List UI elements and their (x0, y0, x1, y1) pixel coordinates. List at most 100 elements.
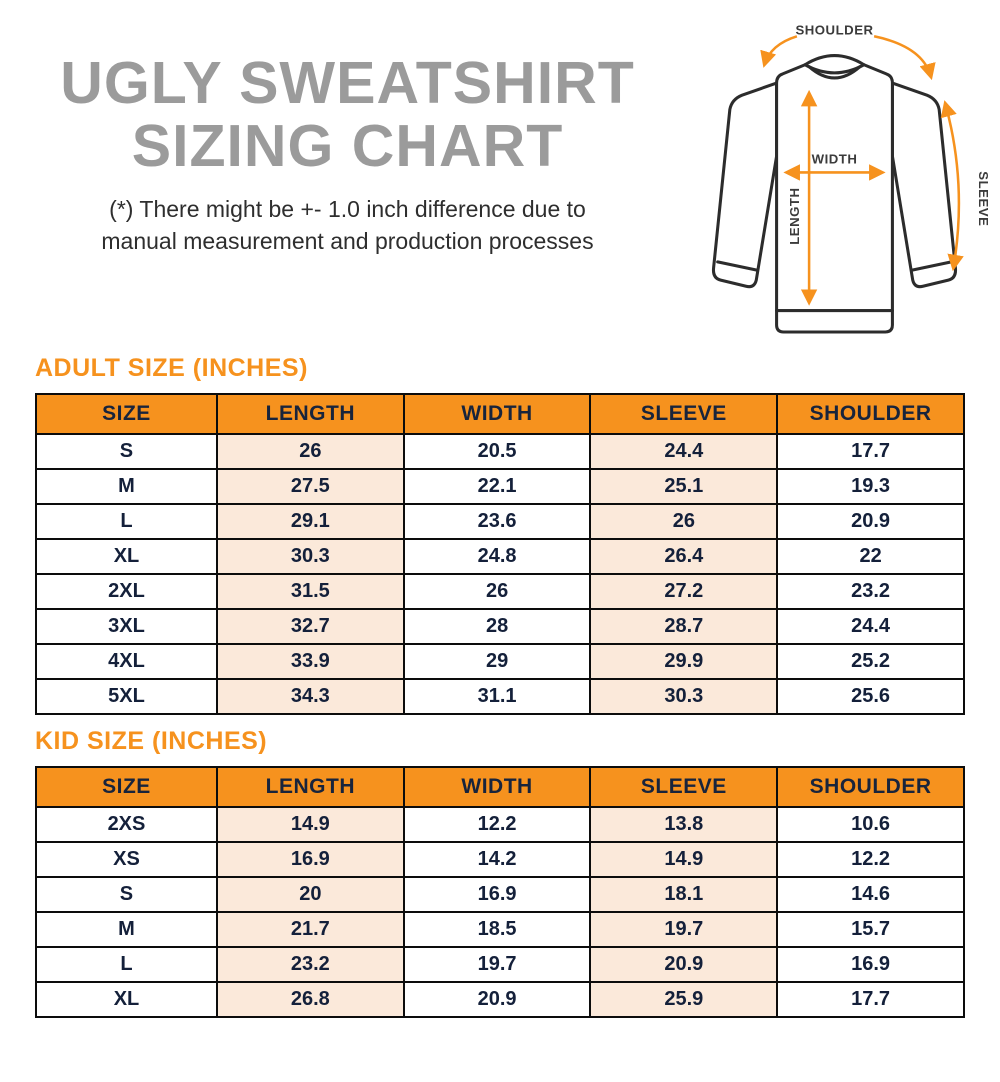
size-label-cell: 3XL (35, 608, 218, 645)
measurement-cell: 26.4 (589, 538, 779, 575)
size-label-cell: XS (35, 841, 218, 878)
measurement-cell: 18.5 (402, 911, 592, 948)
kid-header-row: SIZE LENGTH WIDTH SLEEVE SHOULDER (35, 766, 965, 808)
measurement-cell: 15.7 (776, 911, 965, 948)
size-row-2xl: 2XL 31.5 26 27.2 23.2 (35, 573, 965, 610)
size-label-cell: 2XL (35, 573, 218, 610)
measurement-cell: 26.8 (215, 981, 405, 1018)
measurement-cell: 16.9 (215, 841, 405, 878)
measurement-cell: 25.1 (589, 468, 779, 505)
measurement-cell: 19.7 (589, 911, 779, 948)
size-row-m: M 27.5 22.1 25.1 19.3 (35, 468, 965, 505)
measurement-cell: 12.2 (402, 806, 592, 843)
column-header-shoulder: SHOULDER (776, 393, 965, 435)
size-row-s: S 26 20.5 24.4 17.7 (35, 433, 965, 470)
measurement-cell: 24.4 (589, 433, 779, 470)
measurement-arrows (760, 35, 964, 306)
measurement-cell: 25.2 (776, 643, 965, 680)
shoulder-arrow-right (873, 35, 936, 81)
measurement-cell: 26 (589, 503, 779, 540)
measurement-cell: 23.6 (402, 503, 592, 540)
measurement-cell: 28 (402, 608, 592, 645)
measurement-cell: 22 (776, 538, 965, 575)
measurement-cell: 32.7 (215, 608, 405, 645)
disclaimer: (*) There might be +- 1.0 inch differenc… (18, 193, 677, 257)
kid-size-section: KID SIZE (INCHES) SIZE LENGTH WIDTH SLEEVE S… (35, 727, 965, 1018)
shoulder-label: SHOULDER (795, 22, 873, 37)
size-label-cell: S (35, 876, 218, 913)
measurement-cell: 14.9 (589, 841, 779, 878)
measurement-cell: 18.1 (589, 876, 779, 913)
measurement-cell: 28.7 (589, 608, 779, 645)
left-cuff-line (716, 260, 758, 272)
size-row-xs: XS 16.9 14.2 14.9 12.2 (35, 841, 965, 878)
measurement-cell: 20 (215, 876, 405, 913)
measurement-cell: 14.6 (776, 876, 965, 913)
sweatshirt-outline (711, 54, 958, 334)
size-label-cell: L (35, 946, 218, 983)
size-row-3xl: 3XL 32.7 28 28.7 24.4 (35, 608, 965, 645)
header: UGLY SWEATSHIRT SIZING CHART (*) There m… (0, 12, 1000, 342)
measurement-cell: 26 (402, 573, 592, 610)
measurement-cell: 25.6 (776, 678, 965, 715)
title-line-1: UGLY SWEATSHIRT (60, 50, 635, 116)
column-header-sleeve: SLEEVE (589, 766, 779, 808)
measurement-cell: 34.3 (215, 678, 405, 715)
size-label-cell: 4XL (35, 643, 218, 680)
tables-container: ADULT SIZE (INCHES) SIZE LENGTH WIDTH SLEEV… (0, 354, 1000, 1018)
measurement-cell: 17.7 (776, 981, 965, 1018)
measurement-cell: 31.5 (215, 573, 405, 610)
size-row-5xl: 5XL 34.3 31.1 30.3 25.6 (35, 678, 965, 715)
measurement-cell: 16.9 (402, 876, 592, 913)
size-row-xl: XL 26.8 20.9 25.9 17.7 (35, 981, 965, 1018)
measurement-cell: 30.3 (589, 678, 779, 715)
measurement-cell: 13.8 (589, 806, 779, 843)
measurement-cell: 12.2 (776, 841, 965, 878)
measurement-cell: 29.9 (589, 643, 779, 680)
size-row-2xs: 2XS 14.9 12.2 13.8 10.6 (35, 806, 965, 843)
measurement-cell: 23.2 (215, 946, 405, 983)
size-label-cell: S (35, 433, 218, 470)
column-header-width: WIDTH (402, 393, 592, 435)
measurement-cell: 20.9 (776, 503, 965, 540)
sleeve-label: SLEEVE (976, 171, 991, 226)
disclaimer-line-2: manual measurement and production proces… (101, 228, 594, 255)
size-label-cell: 2XS (35, 806, 218, 843)
measurement-cell: 27.5 (215, 468, 405, 505)
width-label: WIDTH (812, 151, 858, 166)
title-block: UGLY SWEATSHIRT SIZING CHART (*) There m… (18, 18, 677, 257)
column-header-sleeve: SLEEVE (589, 393, 779, 435)
kid-section-title: KID SIZE (INCHES) (35, 727, 268, 755)
measurement-cell: 10.6 (776, 806, 965, 843)
size-label-cell: M (35, 468, 218, 505)
column-header-length: LENGTH (215, 393, 405, 435)
measurement-cell: 21.7 (215, 911, 405, 948)
adult-size-table: SIZE LENGTH WIDTH SLEEVE SHOULDER S 26 20.5 24.… (35, 393, 965, 715)
size-row-l: L 29.1 23.6 26 20.9 (35, 503, 965, 540)
size-label-cell: M (35, 911, 218, 948)
measurement-cell: 29.1 (215, 503, 405, 540)
measurement-cell: 27.2 (589, 573, 779, 610)
measurement-cell: 19.3 (776, 468, 965, 505)
column-header-length: LENGTH (215, 766, 405, 808)
size-row-s: S 20 16.9 18.1 14.6 (35, 876, 965, 913)
sleeve-arrow (940, 100, 964, 272)
measurement-cell: 25.9 (589, 981, 779, 1018)
measurement-cell: 17.7 (776, 433, 965, 470)
length-label: LENGTH (787, 188, 802, 245)
size-label-cell: XL (35, 981, 218, 1018)
size-row-4xl: 4XL 33.9 29 29.9 25.2 (35, 643, 965, 680)
measurement-cell: 20.9 (589, 946, 779, 983)
kid-size-table: SIZE LENGTH WIDTH SLEEVE SHOULDER 2XS 14.9 12.… (35, 766, 965, 1018)
measurement-cell: 19.7 (402, 946, 592, 983)
adult-section-title: ADULT SIZE (INCHES) (35, 354, 308, 382)
measurement-cell: 31.1 (402, 678, 592, 715)
adult-header-row: SIZE LENGTH WIDTH SLEEVE SHOULDER (35, 393, 965, 435)
size-label-cell: XL (35, 538, 218, 575)
measurement-cell: 30.3 (215, 538, 405, 575)
measurement-cell: 14.9 (215, 806, 405, 843)
measurement-cell: 33.9 (215, 643, 405, 680)
column-header-shoulder: SHOULDER (776, 766, 965, 808)
measurement-cell: 24.4 (776, 608, 965, 645)
